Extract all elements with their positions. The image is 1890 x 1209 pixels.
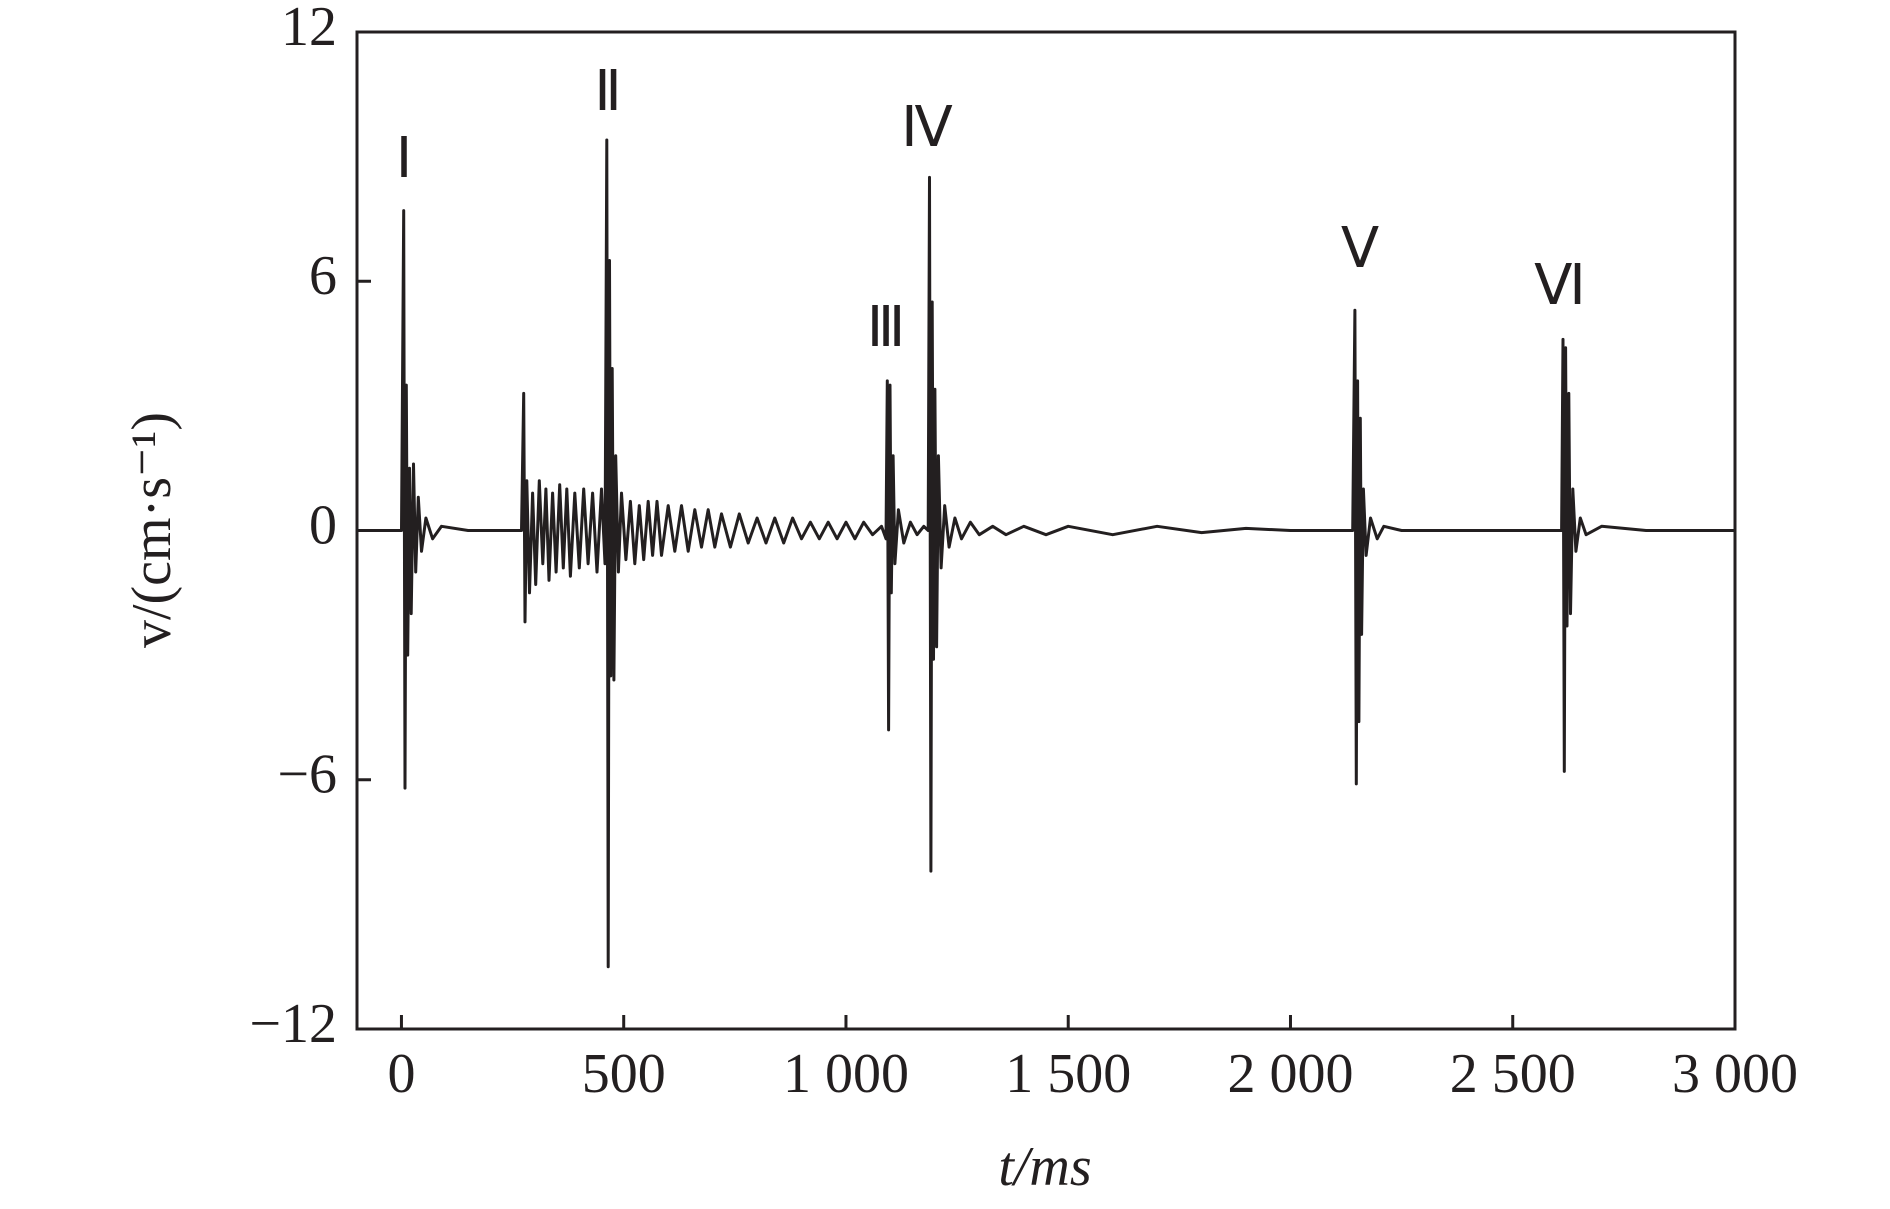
y-tick-label: −12 [249,993,337,1055]
x-tick-label: 2 000 [1227,1043,1353,1105]
y-axis-label: v/(cm·s⁻¹) [121,412,183,648]
event-label: Ⅲ [867,297,906,359]
signal-line [357,138,1735,969]
event-label: Ⅱ [594,61,622,123]
event-label: Ⅰ [396,128,413,190]
x-tick-label: 0 [387,1043,415,1105]
plot-frame [355,30,1737,1031]
y-tick-label: 12 [281,0,337,58]
event-label: Ⅳ [901,97,953,159]
x-tick-label: 1 500 [1005,1043,1131,1105]
x-axis-label: t/ms [998,1136,1091,1198]
y-tick-label: 0 [309,494,337,556]
event-label: Ⅵ [1534,255,1586,317]
x-tick-label: 2 500 [1450,1043,1576,1105]
event-label: Ⅴ [1341,218,1379,280]
x-tick-label: 500 [582,1043,666,1105]
x-tick-label: 3 000 [1672,1043,1798,1105]
x-tick-label: 1 000 [783,1043,909,1105]
y-tick-label: 6 [309,245,337,307]
y-tick-label: −6 [277,744,337,806]
